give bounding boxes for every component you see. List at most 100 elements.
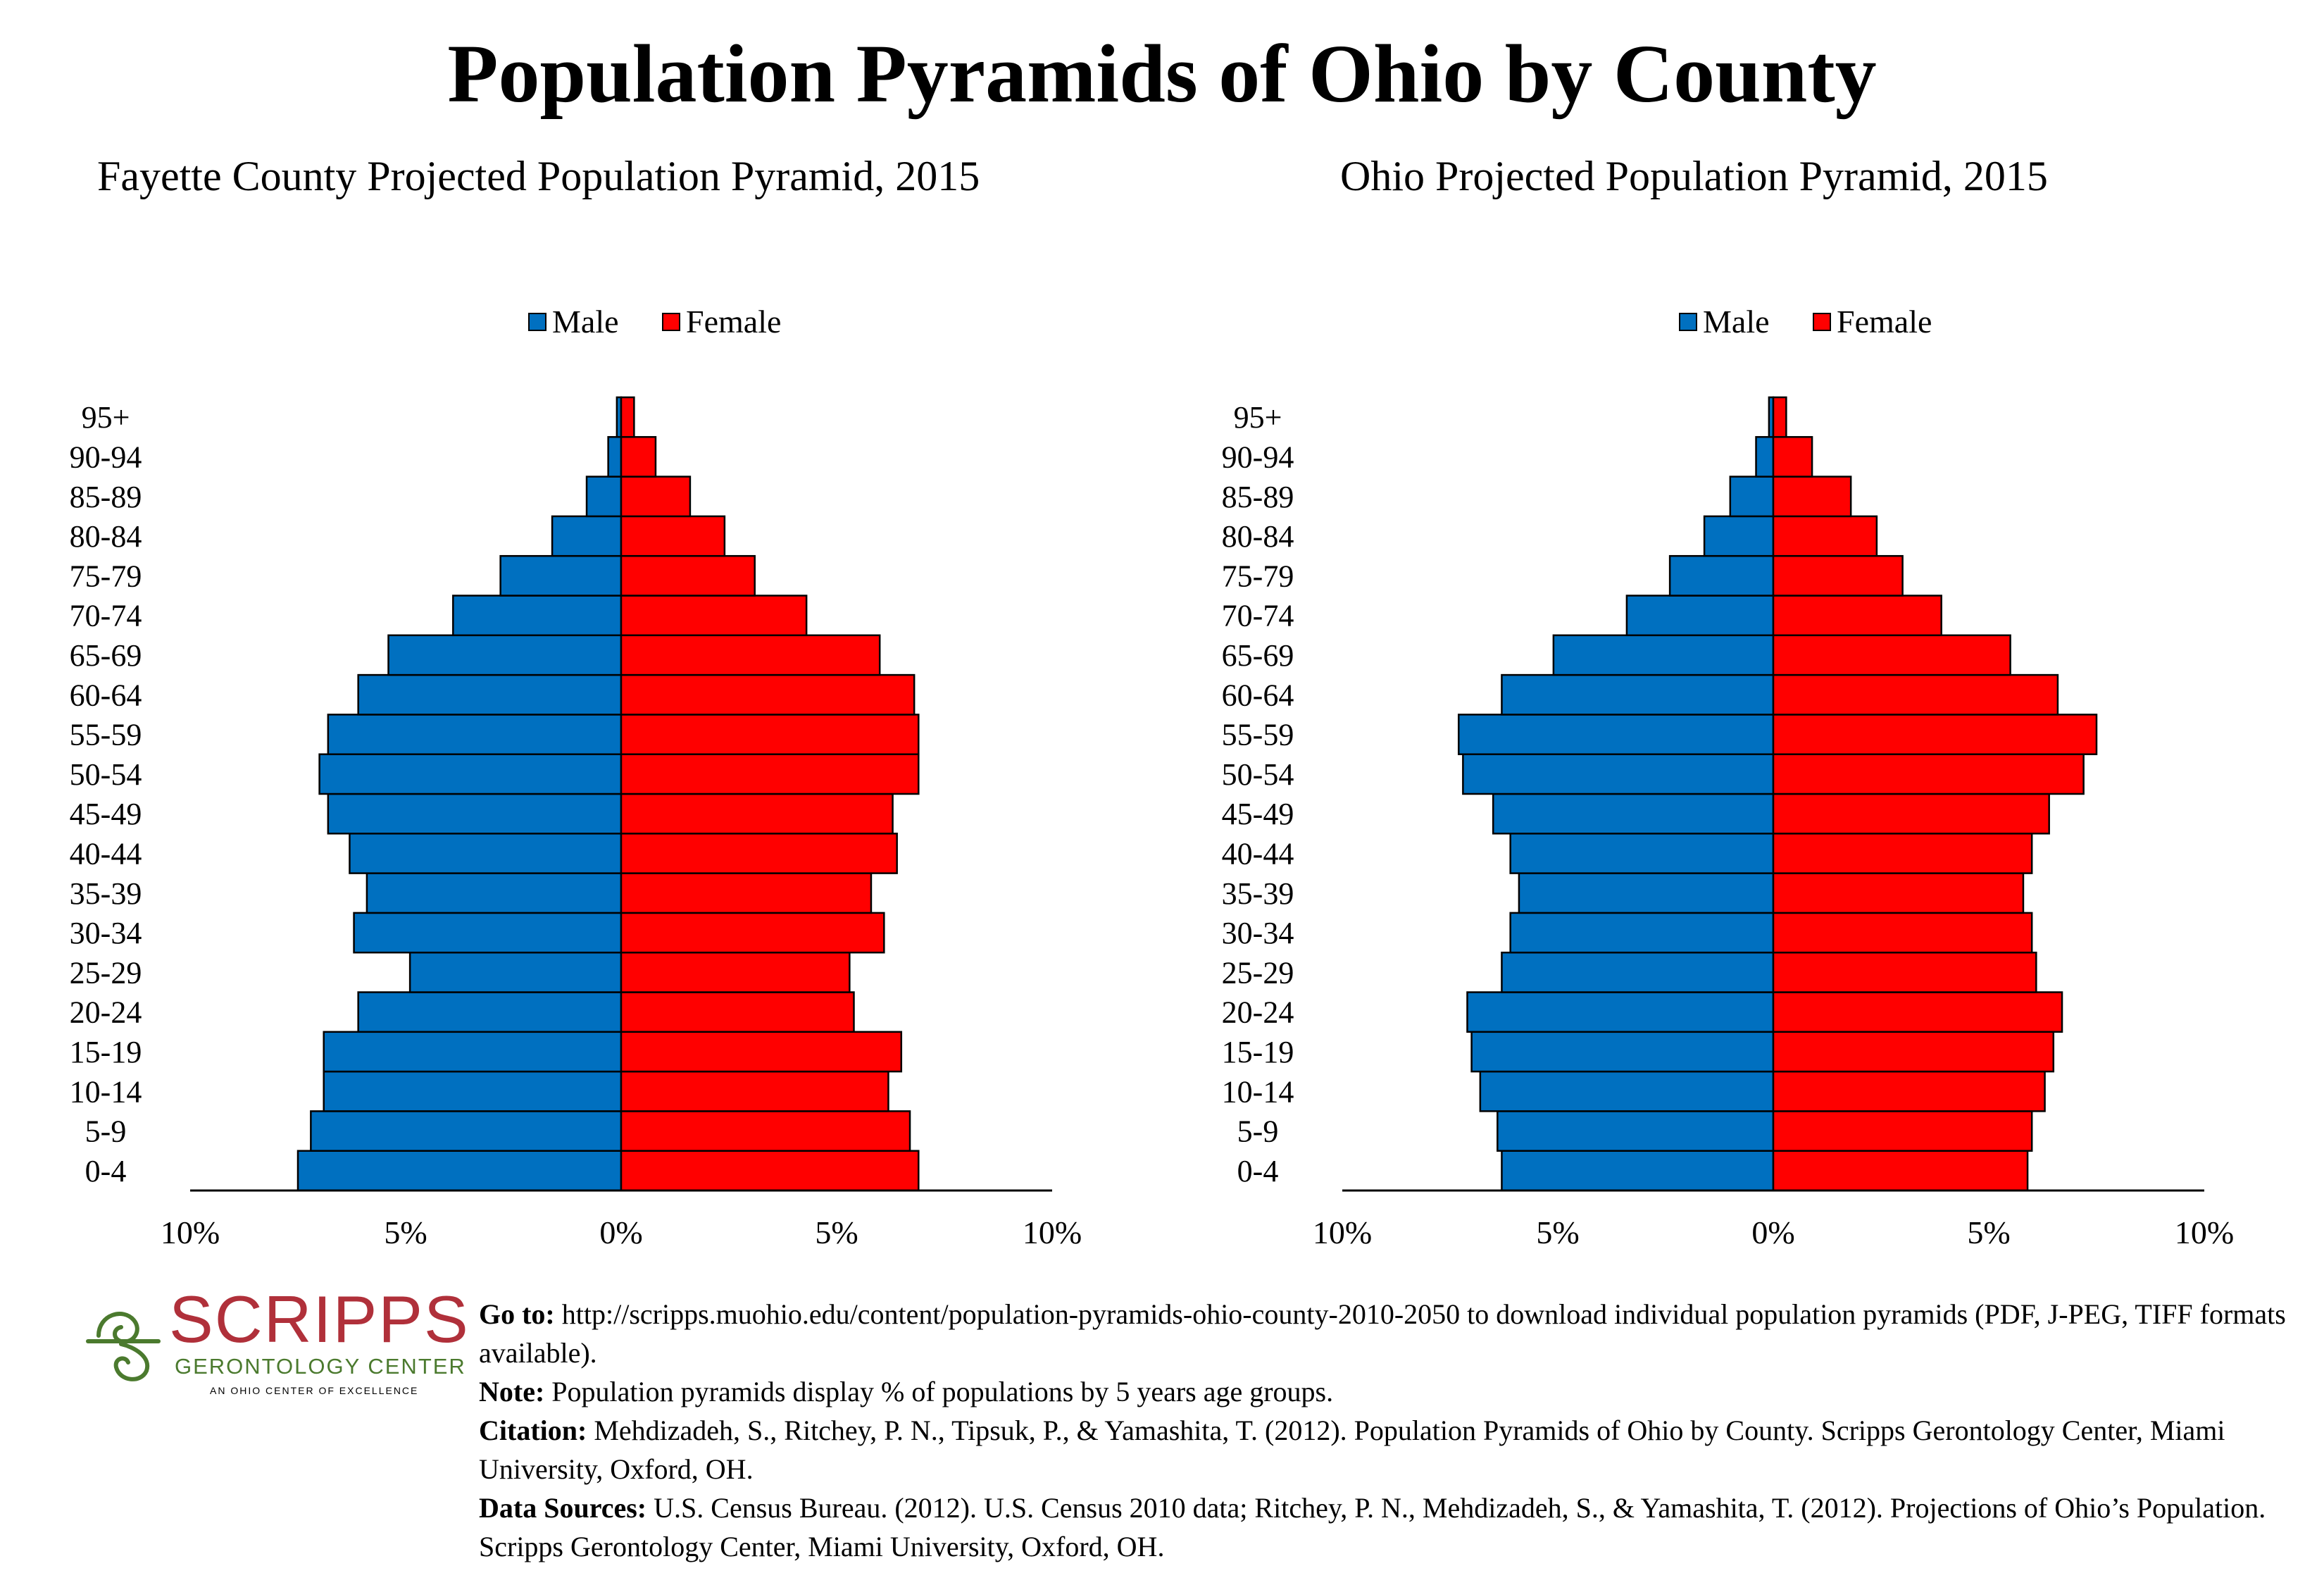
bar-male-25-29 xyxy=(408,951,623,993)
bar-female-80-84 xyxy=(620,515,726,557)
y-tick-label: 25-29 xyxy=(70,955,142,990)
y-tick-label: 0-4 xyxy=(85,1154,127,1188)
chart-legend: Male Female xyxy=(1162,303,2324,345)
bar-female-50-54 xyxy=(620,753,920,795)
y-tick-label: 75-79 xyxy=(70,559,142,593)
bar-male-50-54 xyxy=(318,753,623,795)
data-sources: Data Sources: U.S. Census Bureau. (2012)… xyxy=(479,1488,2310,1566)
x-tick-label: 5% xyxy=(815,1214,858,1250)
y-tick-label: 15-19 xyxy=(1222,1035,1294,1069)
x-tick-label: 5% xyxy=(1536,1214,1579,1250)
y-tick-label: 40-44 xyxy=(70,836,142,871)
legend-swatch-female xyxy=(1813,312,1831,331)
chart-panel-fayette: Fayette County Projected Population Pyra… xyxy=(0,0,1162,1254)
citation: Citation: Mehdizadeh, S., Ritchey, P. N.… xyxy=(479,1411,2310,1488)
bar-male-40-44 xyxy=(1509,833,1775,874)
scripps-logo: SCRIPPS GERONTOLOGY CENTER AN OHIO CENTE… xyxy=(85,1282,468,1409)
bar-female-25-29 xyxy=(1772,951,2037,993)
bar-male-75-79 xyxy=(499,554,623,597)
y-tick-label: 30-34 xyxy=(1222,916,1294,950)
legend-label-female: Female xyxy=(686,304,782,340)
bar-female-65-69 xyxy=(1772,634,2011,676)
bar-male-40-44 xyxy=(349,833,623,874)
bar-male-35-39 xyxy=(366,872,623,914)
bar-female-80-84 xyxy=(1772,515,1878,557)
y-tick-label: 15-19 xyxy=(70,1035,142,1069)
bar-female-70-74 xyxy=(620,595,808,637)
bar-female-50-54 xyxy=(1772,753,2085,795)
bar-male-25-29 xyxy=(1501,951,1775,993)
bar-male-35-39 xyxy=(1518,872,1775,914)
citation-label: Citation: xyxy=(479,1415,587,1446)
x-tick-label: 10% xyxy=(1023,1214,1082,1250)
bar-female-30-34 xyxy=(1772,912,2033,954)
logo-wordmark: SCRIPPS xyxy=(169,1282,470,1356)
y-tick-label: 95+ xyxy=(82,400,130,435)
x-tick-label: 10% xyxy=(1313,1214,1372,1250)
y-tick-label: 70-74 xyxy=(70,599,142,633)
legend-swatch-female xyxy=(662,312,680,331)
bar-female-20-24 xyxy=(620,991,855,1033)
bar-female-60-64 xyxy=(620,673,916,716)
bar-female-60-64 xyxy=(1772,673,2059,716)
bar-male-10-14 xyxy=(323,1070,623,1112)
footer-notes: Go to: http://scripps.muohio.edu/content… xyxy=(479,1295,2310,1566)
y-tick-label: 60-64 xyxy=(70,678,142,712)
y-tick-label: 65-69 xyxy=(70,638,142,673)
y-tick-label: 50-54 xyxy=(1222,757,1294,792)
legend-label-male: Male xyxy=(1703,304,1770,340)
y-tick-label: 30-34 xyxy=(70,916,142,950)
bar-female-45-49 xyxy=(620,792,894,835)
y-tick-label: 85-89 xyxy=(70,480,142,514)
page-title: Population Pyramids of Ohio by County xyxy=(447,27,1877,120)
y-tick-label: 5-9 xyxy=(85,1114,127,1149)
bar-male-55-59 xyxy=(327,714,623,755)
bar-male-90-94 xyxy=(1755,436,1775,478)
bar-female-25-29 xyxy=(620,951,851,993)
logo-tagline: AN OHIO CENTER OF EXCELLENCE xyxy=(210,1385,419,1396)
citation-text: Mehdizadeh, S., Ritchey, P. N., Tipsuk, … xyxy=(479,1415,2225,1485)
logo-subtitle: GERONTOLOGY CENTER xyxy=(175,1354,466,1379)
bar-male-10-14 xyxy=(1479,1070,1775,1112)
bar-female-10-14 xyxy=(620,1070,889,1112)
y-tick-label: 90-94 xyxy=(1222,440,1294,474)
y-tick-label: 55-59 xyxy=(70,718,142,752)
bar-female-65-69 xyxy=(620,634,881,676)
bar-female-85-89 xyxy=(1772,476,1852,518)
bar-male-70-74 xyxy=(452,595,623,637)
legend-item-male: Male xyxy=(1679,303,1770,340)
note-text: Population pyramids display % of populat… xyxy=(551,1376,1334,1407)
y-tick-label: 20-24 xyxy=(70,995,142,1030)
bar-female-5-9 xyxy=(1772,1110,2033,1152)
y-tick-label: 5-9 xyxy=(1237,1114,1279,1149)
y-tick-label: 0-4 xyxy=(1237,1154,1279,1188)
y-tick-label: 65-69 xyxy=(1222,638,1294,673)
legend-item-male: Male xyxy=(528,303,619,340)
pyramid-chart: 0-4 5-9 10-14 15-19 20-24 25-29 30-34 35-39 40-4… xyxy=(1222,396,2234,1250)
y-tick-label: 70-74 xyxy=(1222,599,1294,633)
chart-title: Fayette County Projected Population Pyra… xyxy=(97,153,980,199)
bar-male-85-89 xyxy=(585,476,623,518)
note-label: Note: xyxy=(479,1376,545,1407)
x-tick-label: 5% xyxy=(384,1214,427,1250)
bar-male-20-24 xyxy=(1466,991,1775,1033)
y-tick-label: 55-59 xyxy=(1222,718,1294,752)
sources-label: Data Sources: xyxy=(479,1492,647,1524)
y-tick-label: 10-14 xyxy=(70,1074,142,1109)
bar-female-55-59 xyxy=(1772,714,2098,755)
bar-male-90-94 xyxy=(607,436,623,478)
bar-female-75-79 xyxy=(620,554,756,597)
y-tick-label: 25-29 xyxy=(1222,955,1294,990)
goto-note: Go to: http://scripps.muohio.edu/content… xyxy=(479,1295,2310,1372)
y-tick-label: 90-94 xyxy=(70,440,142,474)
bar-male-65-69 xyxy=(1552,634,1775,676)
pyramid-chart: 0-4 5-9 10-14 15-19 20-24 25-29 30-34 35-39 40-4… xyxy=(70,396,1082,1250)
bar-male-80-84 xyxy=(551,515,623,557)
bar-male-30-34 xyxy=(1509,912,1775,954)
legend-item-female: Female xyxy=(662,303,781,340)
bar-female-5-9 xyxy=(620,1110,911,1152)
chart-legend: Male Female xyxy=(0,303,1162,345)
bar-male-65-69 xyxy=(387,634,623,676)
y-tick-label: 85-89 xyxy=(1222,480,1294,514)
y-tick-label: 95+ xyxy=(1234,400,1282,435)
